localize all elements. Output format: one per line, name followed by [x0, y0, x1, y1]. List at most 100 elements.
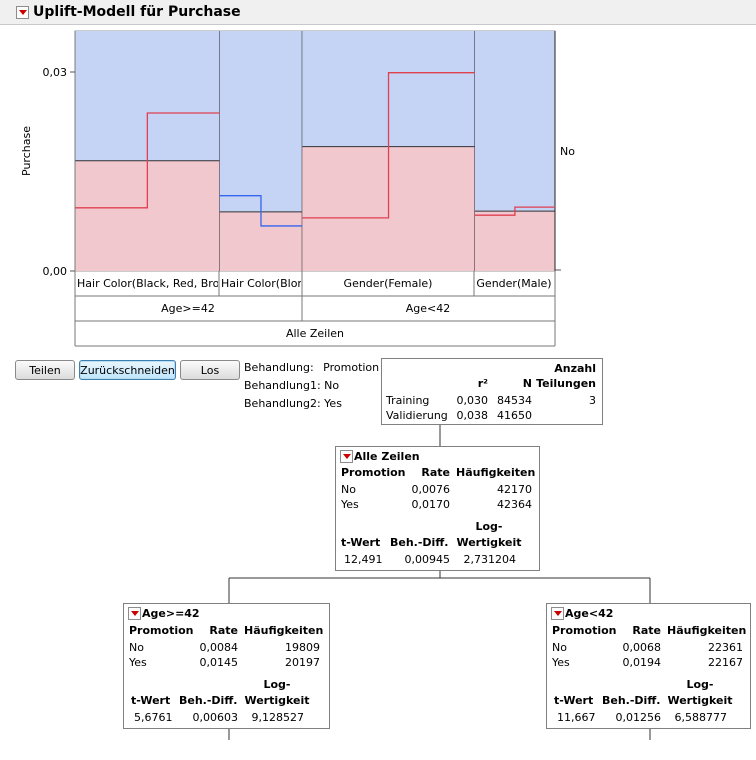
node-right-log: 6,588777: [674, 711, 728, 724]
treatment-label: Behandlung:: [244, 361, 314, 374]
node-right-t: 11,667: [557, 711, 596, 724]
node-root-menu-icon[interactable]: [340, 450, 353, 463]
report-title: Uplift-Modell für Purchase: [33, 4, 241, 20]
row-training-n: 84534: [497, 394, 532, 407]
row-validation-label: Validierung: [386, 409, 448, 422]
node-root: Alle Zeilen Promotion Rate Häufigkeiten …: [335, 446, 540, 571]
node-left-h-freq: Häufigkeiten: [244, 624, 324, 637]
leaf-label-3: Gender(Female): [344, 277, 433, 290]
prune-button[interactable]: Zurückschneiden: [79, 360, 176, 380]
node-right-menu-icon[interactable]: [551, 607, 564, 620]
treatment-line: Behandlung: Promotion: [244, 361, 379, 374]
node-left-log: 9,128527: [251, 711, 305, 724]
node-right-h-log2: Wertigkeit: [667, 694, 733, 707]
split-button[interactable]: Teilen: [15, 360, 75, 380]
disclosure-menu-icon[interactable]: [16, 6, 29, 19]
treatment2-line: Behandlung2: Yes: [244, 397, 342, 410]
treatment-value: Promotion: [323, 361, 380, 374]
model-stats-table: Anzahl r² N Teilungen Training 0,030 845…: [381, 358, 603, 425]
node-root-t: 12,491: [344, 553, 383, 566]
node-right-row2-rate: 0,0194: [622, 656, 662, 669]
node-left-h-t: t-Wert: [131, 694, 171, 707]
node-left-h-log1: Log-: [263, 678, 291, 691]
row-validation-n: 41650: [497, 409, 532, 422]
node-root-h-log2: Wertigkeit: [456, 536, 522, 549]
node-root-row2-rate: 0,0170: [411, 498, 451, 511]
node-age-lt-42: Age<42 Promotion Rate Häufigkeiten No 0,…: [546, 603, 751, 729]
node-right-h-t: t-Wert: [554, 694, 594, 707]
go-button[interactable]: Los: [180, 360, 240, 380]
node-right-h-promotion: Promotion: [552, 624, 617, 637]
uplift-chart: 0,03 0,00 Purchase No Hair Color(Black, …: [20, 30, 575, 347]
node-root-h-freq: Häufigkeiten: [456, 466, 536, 479]
node-right-row1-rate: 0,0068: [622, 641, 662, 654]
row-validation-r2: 0,038: [456, 409, 489, 422]
uplift-step-line-3: [302, 72, 475, 219]
bar-yes-segment-4: [474, 211, 555, 271]
node-left-diff: 0,00603: [192, 711, 239, 724]
node-right-diff: 0,01256: [615, 711, 662, 724]
y-tick-label-000: 0,00: [43, 265, 68, 278]
node-left-row1-freq: 19809: [285, 641, 320, 654]
node-root-h-promotion: Promotion: [341, 466, 406, 479]
node-right-row1-label: No: [552, 641, 567, 654]
leaf-label-2: Hair Color(Blon: [221, 277, 304, 290]
leaf-label-4: Gender(Male): [476, 277, 551, 290]
y-axis-label: Purchase: [20, 126, 33, 176]
row-training-splits: 3: [589, 394, 596, 407]
node-right-h-freq: Häufigkeiten: [667, 624, 747, 637]
node-left-row2-rate: 0,0145: [199, 656, 239, 669]
node-left-t: 5,6761: [134, 711, 173, 724]
title-bar: Uplift-Modell für Purchase: [0, 0, 756, 25]
root-label: Alle Zeilen: [286, 327, 344, 340]
node-left-h-promotion: Promotion: [129, 624, 194, 637]
node-right-row2-label: Yes: [552, 656, 570, 669]
uplift-step-line-2: [219, 195, 303, 227]
node-left-h-rate: Rate: [209, 624, 238, 637]
node-root-h-t: t-Wert: [341, 536, 381, 549]
uplift-step-line-1: [75, 112, 220, 209]
node-right-h-log1: Log-: [686, 678, 714, 691]
node-left-row2-freq: 20197: [285, 656, 320, 669]
node-left-title: Age>=42: [142, 607, 200, 620]
node-root-title: Alle Zeilen: [354, 450, 420, 463]
node-root-h-rate: Rate: [421, 466, 450, 479]
node-left-menu-icon[interactable]: [128, 607, 141, 620]
header-teilungen: Teilungen: [536, 377, 596, 390]
node-left-h-log2: Wertigkeit: [244, 694, 310, 707]
node-root-h-log1: Log-: [475, 520, 503, 533]
node-right-title: Age<42: [565, 607, 614, 620]
node-right-row1-freq: 22361: [708, 641, 743, 654]
treatment1-label: Behandlung1:: [244, 379, 321, 392]
header-n: N: [522, 377, 532, 390]
node-left-row1-rate: 0,0084: [199, 641, 239, 654]
node-age-ge-42: Age>=42 Promotion Rate Häufigkeiten No 0…: [123, 603, 330, 729]
node-right-row2-freq: 22167: [708, 656, 743, 669]
bar-no-segment-4: [474, 31, 555, 212]
node-root-row2-freq: 42364: [497, 498, 532, 511]
node-root-row1-label: No: [341, 483, 356, 496]
leaf-label-1: Hair Color(Black, Red, Brow: [77, 277, 228, 290]
treatment2-label: Behandlung2:: [244, 397, 321, 410]
treatment2-value: Yes: [324, 397, 342, 410]
y-tick-label-003: 0,03: [43, 66, 68, 79]
node-root-h-diff: Beh.-Diff.: [390, 536, 449, 549]
level2-label-right: Age<42: [406, 302, 451, 315]
bar-no-segment-2: [219, 31, 303, 212]
row-training-label: Training: [386, 394, 430, 407]
node-root-log: 2,731204: [463, 553, 517, 566]
node-root-row1-rate: 0,0076: [411, 483, 451, 496]
node-root-row1-freq: 42170: [497, 483, 532, 496]
header-r2: r²: [477, 377, 488, 390]
row-training-r2: 0,030: [456, 394, 489, 407]
uplift-step-line-4: [474, 206, 555, 216]
node-left-h-diff: Beh.-Diff.: [179, 694, 238, 707]
level2-label-left: Age>=42: [161, 302, 215, 315]
treatment1-value: No: [324, 379, 340, 392]
node-right-h-diff: Beh.-Diff.: [602, 694, 661, 707]
header-anzahl: Anzahl: [554, 362, 596, 375]
node-root-diff: 0,00945: [404, 553, 451, 566]
node-right-h-rate: Rate: [632, 624, 661, 637]
node-root-row2-label: Yes: [341, 498, 359, 511]
node-left-row1-label: No: [129, 641, 144, 654]
